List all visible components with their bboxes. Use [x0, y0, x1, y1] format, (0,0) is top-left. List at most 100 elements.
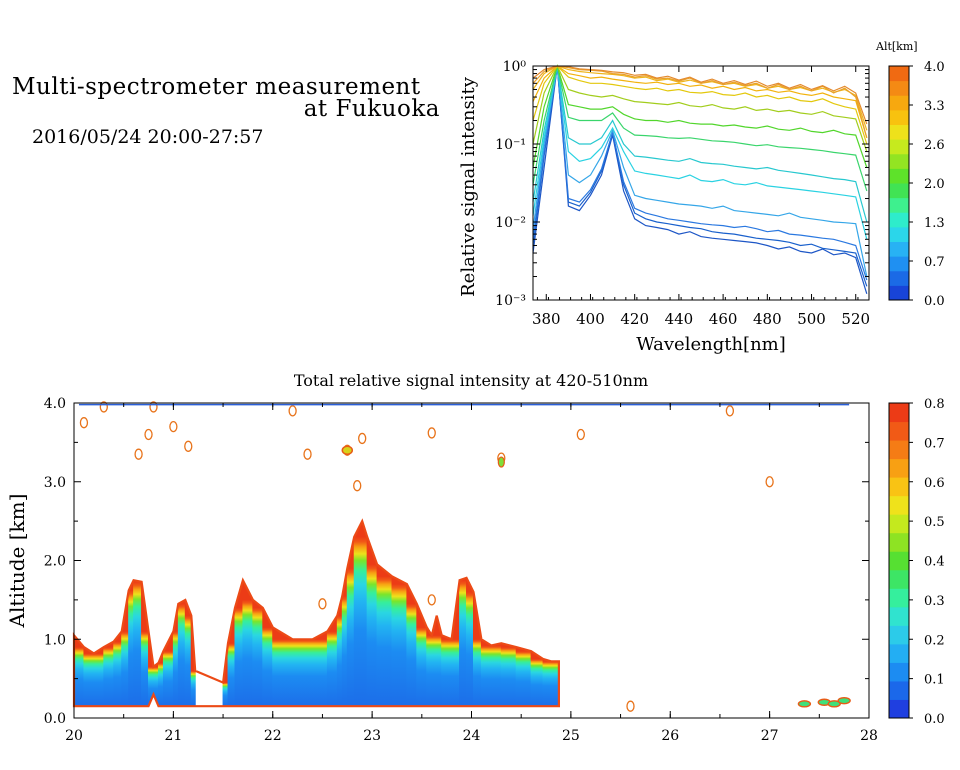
heatmap-edge	[72, 518, 560, 708]
spectrum-frame	[532, 65, 870, 301]
heatmap-blob	[79, 417, 89, 429]
heatmap-column	[406, 582, 418, 707]
colorbar-tick-label: 0.3	[924, 594, 945, 609]
y-tick-label: 10⁻²	[495, 215, 526, 231]
spectrum-series-line-5	[532, 65, 868, 223]
heatmap-column	[353, 521, 363, 707]
heatmap-blob	[725, 405, 735, 417]
heatmap-column	[234, 578, 244, 707]
colorbar-tick-label: 0.0	[924, 712, 945, 727]
colorbar-segment	[889, 270, 909, 286]
heatmap-x-tick-label: 24	[463, 728, 481, 744]
heatmap-y-tick-label: 4.0	[44, 396, 66, 412]
heatmap-columns	[74, 521, 559, 707]
heatmap-column	[500, 641, 517, 707]
spectrum-series-line-2	[532, 65, 868, 281]
colorbar-segment	[889, 241, 909, 257]
colorbar-tick-label: 0.8	[924, 397, 945, 412]
x-tick-label: 440	[665, 310, 694, 328]
colorbar-tick-label: 0.7	[924, 255, 945, 270]
heatmap-blob	[427, 427, 436, 439]
colorbar-segment	[889, 212, 909, 228]
colorbar-segment	[889, 421, 909, 441]
colorbar-tick-label: 4.0	[924, 60, 945, 75]
heatmap-column	[128, 578, 135, 707]
colorbar-segment	[889, 183, 909, 199]
colorbar-segment	[889, 625, 909, 645]
colorbar-title: Alt[km]	[875, 40, 918, 53]
spectrum-series-line-8	[532, 64, 868, 152]
title-line-1: Multi-spectrometer measurement	[12, 74, 421, 100]
heatmap-column	[542, 656, 552, 707]
colorbar-segment	[889, 514, 909, 534]
heatmap-x-tick-label: 20	[65, 728, 83, 744]
colorbar-segment	[889, 440, 909, 460]
colorbar-segment	[889, 569, 909, 589]
colorbar-tick-label: 0.2	[924, 633, 945, 648]
colorbar-segment	[889, 403, 909, 423]
spectrum-series-line-3	[532, 65, 868, 277]
spectrum-series-line-6	[532, 65, 868, 192]
colorbar-segment	[889, 680, 909, 700]
colorbar-segment	[889, 662, 909, 682]
heatmap-column	[361, 521, 368, 707]
heatmap-column	[441, 633, 453, 707]
title-line-2: at Fukuoka	[303, 96, 440, 122]
colorbar-segment	[889, 197, 909, 213]
heatmap-blob-filled	[827, 700, 841, 708]
heatmap-x-tick-label: 21	[164, 728, 182, 744]
heatmap-column	[184, 597, 192, 707]
heatmap-column	[177, 597, 186, 707]
heatmap-plot: 20 21 22 23 24 25 26 27 28 0.0 1.0 2.0 3.0 4.0 Total r…	[5, 371, 878, 744]
heatmap-column	[436, 613, 443, 707]
heatmap-column	[426, 625, 433, 707]
colorbar-segment	[889, 699, 909, 719]
heatmap-column	[141, 579, 150, 707]
heatmap-column	[515, 645, 532, 707]
colorbar-segment	[889, 95, 909, 111]
heatmap-column	[153, 660, 159, 707]
heatmap-column	[272, 625, 294, 707]
intensity-colorbar: 0.8 0.7 0.6 0.5 0.4 0.3 0.2 0.1 0.0	[888, 397, 945, 727]
spectrum-series-line-0	[532, 65, 868, 294]
heatmap-blob	[626, 700, 635, 712]
colorbar-tick-label: 0.0	[924, 294, 945, 309]
y-tick-label: 10⁻¹	[495, 137, 526, 153]
heatmap-y-tick-label: 2.0	[44, 554, 66, 570]
heatmap-column	[262, 605, 274, 707]
heatmap-x-tick-label: 25	[562, 728, 580, 744]
heatmap-column	[459, 575, 468, 707]
colorbar-tick-label: 0.5	[924, 515, 945, 530]
colorbar-tick-label: 0.4	[924, 555, 945, 570]
y-tick-label: 10⁻³	[495, 293, 526, 309]
heatmap-blob	[318, 598, 327, 610]
heatmap-column	[227, 605, 236, 707]
spectrum-y-axis-label: Relative signal intensity	[458, 76, 479, 297]
spectrum-series-line-9	[532, 65, 868, 145]
heatmap-blob	[288, 405, 297, 417]
heatmap-column	[133, 578, 143, 707]
colorbar-segment	[889, 551, 909, 571]
heatmap-x-tick-label: 23	[363, 728, 381, 744]
heatmap-y-tick-label: 1.0	[44, 632, 66, 648]
colorbar-segment	[889, 226, 909, 242]
colorbar-tick-label: 2.6	[924, 138, 945, 153]
colorbar-segment	[889, 285, 909, 301]
heatmap-blob-filled	[497, 456, 505, 468]
heatmap-x-tick-label: 26	[661, 728, 679, 744]
heatmap-column	[550, 659, 559, 707]
colorbar-segment	[889, 458, 909, 478]
heatmap-column	[312, 629, 328, 707]
heatmap-column	[93, 645, 105, 707]
heatmap-x-tick-label: 22	[264, 728, 282, 744]
colorbar-segment	[889, 109, 909, 125]
y-tick-label: 10⁰	[503, 59, 527, 75]
x-tick-label: 480	[753, 310, 782, 328]
heatmap-column	[376, 562, 393, 707]
colorbar-segment	[889, 588, 909, 608]
colorbar-segment	[889, 495, 909, 515]
heatmap-blob	[358, 432, 367, 445]
spectrum-series-line-7	[532, 63, 868, 168]
heatmap-column	[292, 637, 313, 707]
